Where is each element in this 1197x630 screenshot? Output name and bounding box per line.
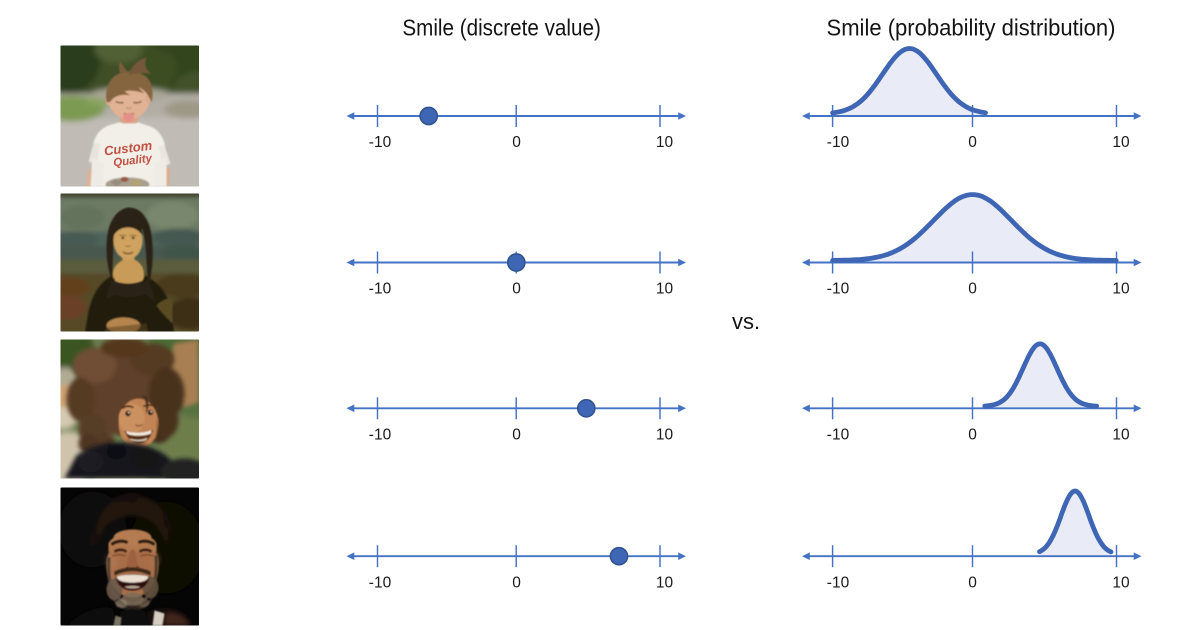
svg-text:Quality: Quality xyxy=(113,153,154,170)
svg-text:Custom: Custom xyxy=(103,138,153,159)
svg-text:0: 0 xyxy=(512,281,521,298)
svg-text:-10: -10 xyxy=(827,427,850,444)
svg-text:0: 0 xyxy=(512,574,521,591)
svg-text:10: 10 xyxy=(1112,134,1130,151)
svg-text:10: 10 xyxy=(656,134,674,151)
svg-text:0: 0 xyxy=(968,427,977,444)
svg-text:10: 10 xyxy=(656,281,674,298)
svg-text:0: 0 xyxy=(968,134,977,151)
svg-text:-10: -10 xyxy=(827,134,850,151)
svg-text:10: 10 xyxy=(656,427,674,444)
svg-text:-10: -10 xyxy=(369,134,392,151)
svg-text:0: 0 xyxy=(512,134,521,151)
svg-text:-10: -10 xyxy=(827,574,850,591)
svg-text:-10: -10 xyxy=(827,281,850,298)
svg-text:0: 0 xyxy=(968,281,977,298)
svg-text:-10: -10 xyxy=(369,427,392,444)
svg-text:10: 10 xyxy=(1112,574,1130,591)
svg-text:Smile (probability distributio: Smile (probability distribution) xyxy=(827,14,1116,40)
svg-text:Smile (discrete value): Smile (discrete value) xyxy=(402,14,601,40)
svg-text:0: 0 xyxy=(968,574,977,591)
svg-text:10: 10 xyxy=(656,574,674,591)
svg-text:0: 0 xyxy=(512,427,521,444)
svg-text:10: 10 xyxy=(1112,427,1130,444)
svg-text:-10: -10 xyxy=(369,574,392,591)
svg-text:10: 10 xyxy=(1112,281,1130,298)
svg-text:vs.: vs. xyxy=(732,309,760,334)
svg-text:-10: -10 xyxy=(369,281,392,298)
